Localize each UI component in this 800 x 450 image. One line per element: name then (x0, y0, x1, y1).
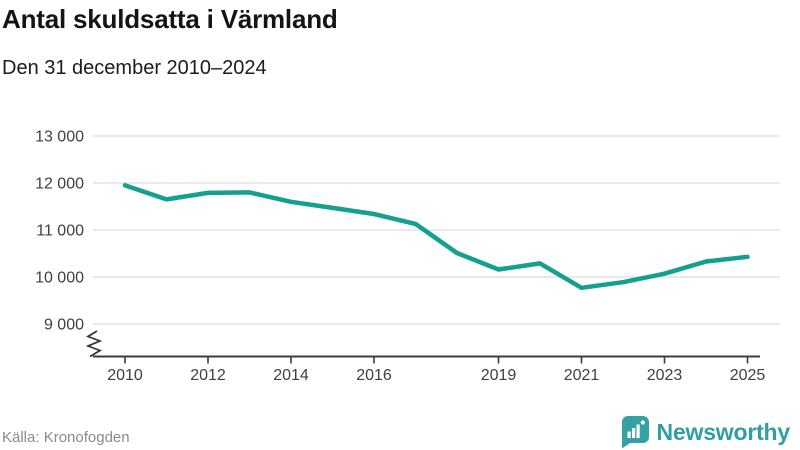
x-tick-label: 2014 (273, 367, 309, 384)
x-tick-label: 2012 (190, 367, 226, 384)
x-tick-label: 2023 (647, 367, 683, 384)
x-tick-label: 2021 (564, 367, 600, 384)
x-axis-tick-labels: 2010 2012 2014 2016 2019 2021 2023 2025 (107, 367, 765, 384)
x-tick-label: 2016 (356, 367, 392, 384)
y-axis-labels: 13 000 12 000 11 000 10 000 9 000 (35, 129, 84, 334)
axis-break-squiggle (85, 330, 103, 358)
source-note: Källa: Kronofogden (2, 429, 130, 446)
brand-wordmark: Newsworthy (656, 418, 791, 445)
logo-exclamation-dot (640, 420, 645, 425)
logo-bar-medium (631, 428, 635, 438)
y-tick-label: 13 000 (35, 129, 84, 146)
y-tick-label: 12 000 (35, 176, 84, 193)
y-tick-label: 11 000 (36, 223, 84, 240)
x-tick-label: 2025 (730, 367, 766, 384)
newsworthy-brand-link[interactable]: Newsworthy (620, 415, 790, 449)
page-title: Antal skuldsatta i Värmland (2, 4, 338, 34)
newsworthy-logo-icon (621, 416, 649, 449)
data-line-series (122, 183, 750, 291)
logo-bar-small (627, 431, 631, 438)
gridlines (93, 135, 780, 325)
chart-subtitle: Den 31 december 2010–2024 (2, 57, 267, 79)
x-axis-ticks (124, 357, 749, 364)
x-tick-label: 2010 (107, 367, 143, 384)
y-tick-label: 10 000 (35, 270, 84, 287)
y-tick-label: 9 000 (44, 317, 84, 334)
logo-bar-tall (636, 424, 640, 438)
x-tick-label: 2019 (481, 367, 517, 384)
